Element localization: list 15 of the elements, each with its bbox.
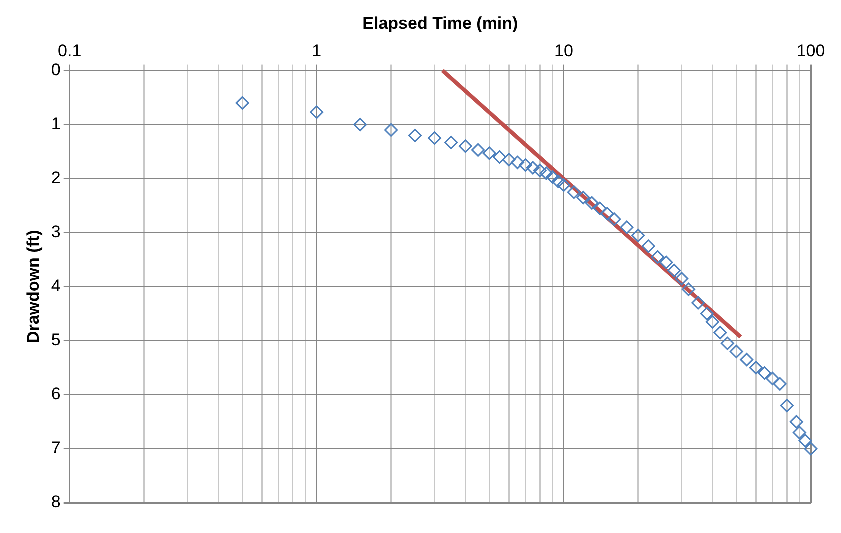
y-tick-label: 1 xyxy=(51,114,61,134)
y-tick-label: 8 xyxy=(51,492,61,512)
y-tick-label: 0 xyxy=(51,60,61,80)
x-tick-label: 1 xyxy=(312,41,322,60)
y-axis-title: Drawdown (ft) xyxy=(24,230,43,344)
x-axis-title: Elapsed Time (min) xyxy=(362,14,518,33)
x-tick-label: 100 xyxy=(796,41,826,60)
y-tick-label: 6 xyxy=(51,384,61,404)
y-tick-label: 5 xyxy=(51,330,61,350)
y-tick-label: 4 xyxy=(51,276,61,296)
x-tick-label: 0.1 xyxy=(58,41,82,60)
y-tick-label: 2 xyxy=(51,168,61,188)
y-tick-label: 3 xyxy=(51,222,61,242)
y-tick-label: 7 xyxy=(51,438,61,458)
x-tick-label: 10 xyxy=(554,41,574,60)
